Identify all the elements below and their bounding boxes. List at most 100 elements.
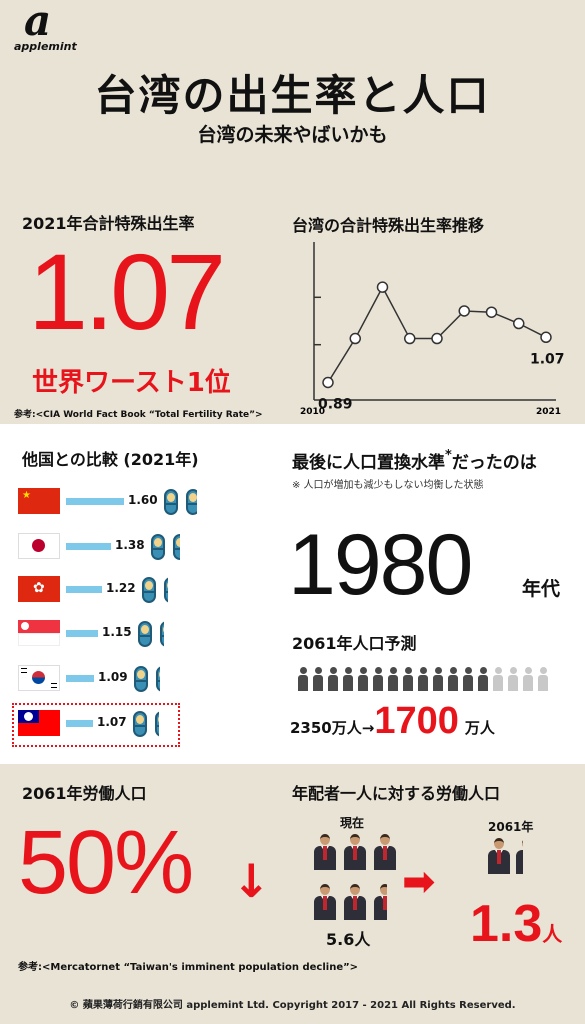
tfr-heading: 2021年合計特殊出生率 [22,214,195,233]
person-icon [388,667,398,691]
replacement-heading-pre: 最後に人口置換水準 [292,453,445,473]
person-icon [478,667,488,691]
person-icon [538,667,548,691]
forecast-text: 2350万人→1700 万人 [290,700,575,743]
hongkong-flag-icon: ✿ [18,576,60,602]
support-now-value: 5.6人 [326,930,371,949]
person-icon [433,667,443,691]
comparison-value: 1.15 [102,625,132,639]
korea-flag-icon [18,665,60,691]
labor-heading: 2061年労働人口 [22,784,147,803]
japan-flag-icon [18,533,60,559]
person-icon [298,667,308,691]
x-tick-end: 2021 [536,407,561,417]
data-point-2013 [404,332,416,345]
person-icon [418,667,428,691]
support-future-unit: 人 [542,922,563,946]
replacement-heading: 最後に人口置換水準*だったのは [292,448,537,473]
worker-icon [374,884,387,920]
brand-logo: a applemint [14,0,84,56]
labor-value: 50% [18,813,194,913]
baby-icon [133,711,151,739]
support-future-value: 1.3人 [470,894,562,954]
data-point-2010 [322,376,334,389]
trend-chart: 0.89 1.07 2010 2021 [300,242,565,417]
data-point-2014 [431,332,443,345]
comparison-bar [66,586,102,593]
person-icon [508,667,518,691]
support-future-number: 1.3 [470,895,543,953]
comparison-section [0,424,585,764]
tfr-value: 1.07 [28,231,226,352]
baby-partial-icon [155,711,159,739]
data-point-2011 [349,332,361,345]
data-label-2010: 0.89 [318,396,353,412]
comparison-heading: 他国との比較 (2021年) [22,450,199,469]
support-now-label: 現在 [340,816,365,830]
person-icon [358,667,368,691]
replacement-year: 1980 [288,517,473,613]
worker-icon [314,884,336,920]
worker-icon [344,884,366,920]
baby-icon [164,489,182,517]
worker-icon [344,834,366,870]
footer-copyright: © 蘋果薄荷行銷有限公司 applemint Ltd. Copyright 20… [69,1000,516,1011]
person-icon [493,667,503,691]
baby-icon [151,534,169,562]
baby-partial-icon [186,489,197,517]
labor-arrow: ↓ [232,854,271,908]
data-label-2021: 1.07 [530,351,565,367]
page-subtitle: 台湾の未来やばいかも [197,124,388,146]
page-title: 台湾の出生率と人口 [94,71,491,120]
forecast-heading: 2061年人口予測 [292,634,417,653]
comparison-bar [66,543,111,550]
baby-partial-icon [173,534,180,562]
person-icon [313,667,323,691]
worker-icon [488,838,510,874]
forecast-to-unit: 万人 [464,719,495,737]
taiwan-highlight [12,703,180,747]
baby-icon [138,621,156,649]
support-future-label: 2061年 [488,820,534,834]
logo-letter: a [24,0,52,45]
person-icon [373,667,383,691]
china-flag-icon: ★ [18,488,60,514]
support-arrow-icon: ➡ [402,859,436,905]
replacement-heading-post: だったのは [451,453,537,473]
comparison-value: 1.60 [128,493,158,507]
data-point-2017 [513,317,525,330]
forecast-arrow: → [361,719,375,737]
baby-icon [142,577,160,605]
comparison-bar [66,498,124,505]
comparison-bar [66,630,98,637]
baby-partial-icon [156,666,160,694]
baby-partial-icon [164,577,168,605]
person-icon [343,667,353,691]
data-point-2021 [540,331,552,344]
comparison-value: 1.07 [97,715,127,729]
forecast-from: 2350万人 [290,719,362,737]
person-icon [523,667,533,691]
comparison-bar [66,675,94,682]
person-icon [463,667,473,691]
replacement-asterisk: * [445,448,452,463]
singapore-flag-icon [18,620,60,646]
forecast-to: 1700 [374,700,459,742]
tfr-source: 参考:<CIA World Fact Book “Total Fertility… [14,410,263,420]
baby-partial-icon [160,621,164,649]
data-point-2016 [485,306,498,318]
replacement-year-suffix: 年代 [522,578,561,600]
support-heading: 年配者一人に対する労働人口 [292,784,501,803]
logo-name: applemint [14,40,77,53]
comparison-bar [66,720,93,727]
worker-icon [374,834,396,870]
data-point-2012 [376,281,389,293]
x-tick-start: 2010 [300,407,325,417]
taiwan-flag-icon [18,710,60,736]
worker-icon [314,834,336,870]
person-icon [328,667,338,691]
trend-heading: 台湾の合計特殊出生率推移 [292,216,485,235]
comparison-value: 1.09 [98,670,128,684]
comparison-value: 1.38 [115,538,145,552]
person-icon [403,667,413,691]
